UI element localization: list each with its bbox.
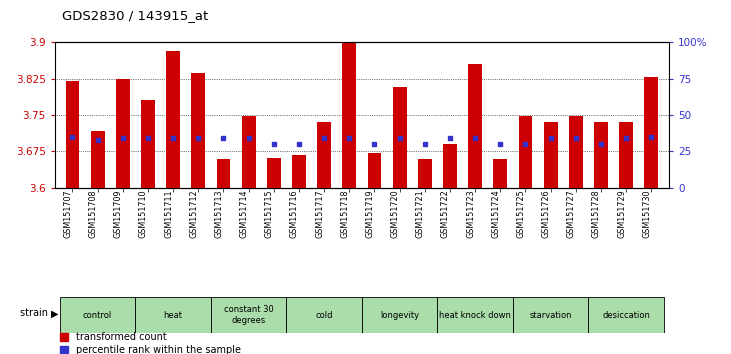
Text: GSM151727: GSM151727 [567,189,576,238]
Bar [594,122,608,188]
Bar [518,116,532,188]
Legend: transformed count, percentile rank within the sample: transformed count, percentile rank withi… [60,332,241,354]
Bar [242,116,256,188]
Bar [292,155,306,188]
Bar [468,64,482,188]
Text: GSM151717: GSM151717 [315,189,324,238]
Text: GSM151708: GSM151708 [88,189,98,238]
Bar [216,159,230,188]
Text: heat: heat [164,310,183,320]
Text: GSM151729: GSM151729 [617,189,626,238]
Text: GSM151713: GSM151713 [214,189,224,238]
Text: control: control [83,310,113,320]
Bar [644,77,658,188]
Text: GSM151730: GSM151730 [643,189,651,238]
Bar [211,297,287,333]
Bar [91,131,105,188]
Bar [287,297,362,333]
Bar [569,116,583,188]
Text: GSM151725: GSM151725 [516,189,526,238]
Text: GSM151724: GSM151724 [491,189,500,238]
Bar [60,297,135,333]
Text: GSM151728: GSM151728 [592,189,601,238]
Text: GSM151722: GSM151722 [441,189,450,238]
Bar [437,297,513,333]
Text: heat knock down: heat knock down [439,310,511,320]
Bar [135,297,211,333]
Text: GSM151721: GSM151721 [416,189,425,238]
Bar [393,87,406,188]
Bar [166,51,180,188]
Text: GSM151709: GSM151709 [114,189,123,238]
Text: GSM151712: GSM151712 [189,189,198,238]
Text: GSM151716: GSM151716 [290,189,299,238]
Bar [418,159,432,188]
Text: GSM151711: GSM151711 [164,189,173,238]
Text: GSM151720: GSM151720 [390,189,400,238]
Bar [513,297,588,333]
Bar [493,159,507,188]
Bar [192,73,205,188]
Bar [267,158,281,188]
Text: cold: cold [315,310,333,320]
Text: constant 30
degrees: constant 30 degrees [224,306,273,325]
Text: GDS2830 / 143915_at: GDS2830 / 143915_at [62,9,208,22]
Text: ▶: ▶ [51,308,58,318]
Bar [362,297,437,333]
Bar [141,99,155,188]
Bar [115,79,129,188]
Text: longevity: longevity [380,310,419,320]
Bar [619,122,633,188]
Text: GSM151723: GSM151723 [466,189,475,238]
Bar [66,81,80,188]
Text: GSM151715: GSM151715 [265,189,274,238]
Text: starvation: starvation [529,310,572,320]
Text: GSM151707: GSM151707 [64,189,72,238]
Bar [544,122,558,188]
Text: GSM151726: GSM151726 [542,189,550,238]
Text: GSM151718: GSM151718 [340,189,349,238]
Bar [588,297,664,333]
Text: GSM151714: GSM151714 [240,189,249,238]
Bar [368,153,382,188]
Text: strain: strain [20,308,51,318]
Text: GSM151719: GSM151719 [366,189,374,238]
Bar [443,144,457,188]
Bar [342,42,356,188]
Text: GSM151710: GSM151710 [139,189,148,238]
Text: desiccation: desiccation [602,310,650,320]
Bar [317,122,331,188]
